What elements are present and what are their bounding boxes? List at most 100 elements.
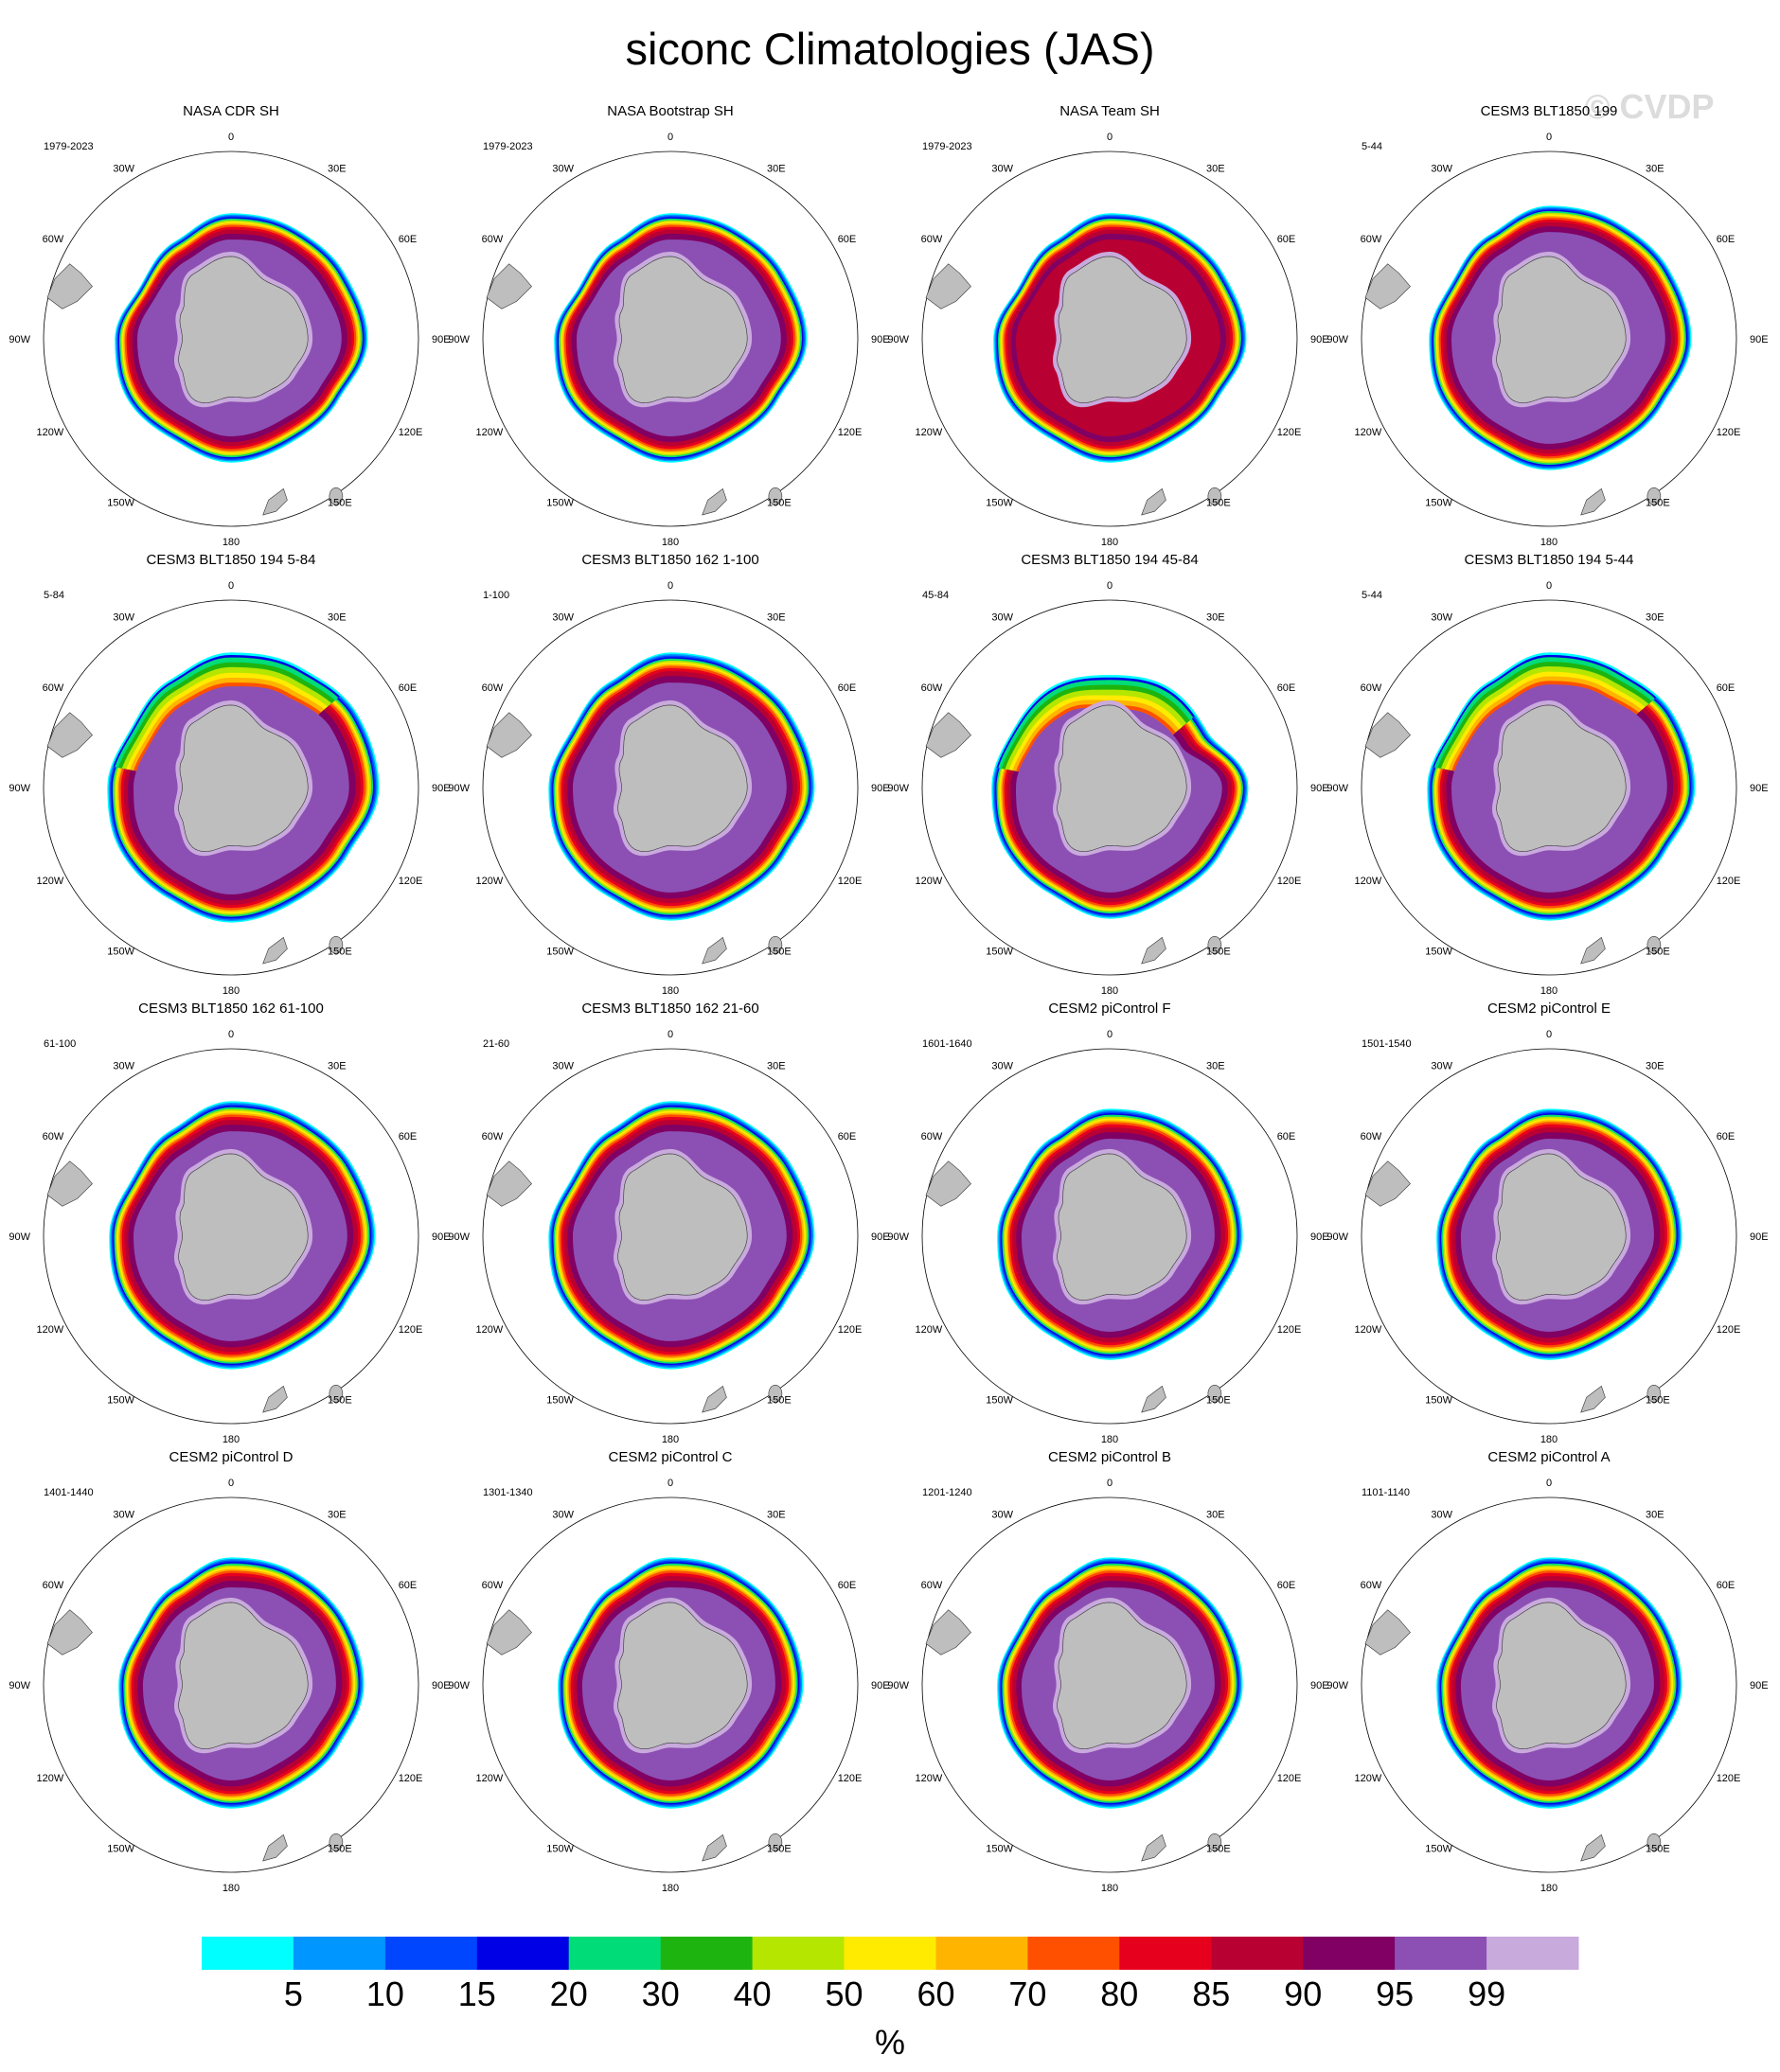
longitude-label: 0 [668,1029,673,1040]
year-range-label: 1979-2023 [483,141,533,152]
longitude-label: 30W [991,1509,1013,1520]
longitude-label: 180 [662,537,679,548]
longitude-label: 120E [1277,876,1302,887]
longitude-label: 30E [767,163,786,174]
longitude-label: 60E [838,1580,857,1591]
map-panel: 0 30E 60E 90E 120E 150E 180 150W 120W 90W 60W 30W NA… [448,103,889,548]
longitude-label: 180 [1101,985,1118,997]
longitude-label: 0 [668,580,673,592]
tasmania-landmass [1646,936,1662,954]
longitude-label: 90E [1750,1680,1769,1691]
panel-title: CESM3 BLT1850 162 61-100 [138,1001,324,1017]
longitude-label: 180 [662,1434,679,1445]
colorbar-tick-label: 40 [734,1975,772,2013]
longitude-label: 120E [838,1773,863,1784]
longitude-label: 60E [1277,1580,1296,1591]
longitude-label: 180 [1101,1883,1118,1894]
panel-title: NASA Bootstrap SH [607,103,733,119]
longitude-label: 30W [113,163,134,174]
longitude-label: 150W [986,1395,1013,1407]
longitude-label: 60E [1717,682,1736,694]
longitude-label: 90W [448,1231,470,1243]
colorbar-tick-label: 90 [1284,1975,1322,2013]
longitude-label: 30W [1431,611,1452,623]
colorbar-tick-label: 10 [366,1975,404,2013]
longitude-label: 120E [838,427,863,438]
new-zealand-landmass [262,1833,288,1862]
colorbar-tick-label: 50 [825,1975,863,2013]
longitude-label: 150E [1646,1844,1670,1855]
longitude-label: 30W [113,1060,134,1071]
longitude-label: 30W [552,611,574,623]
colorbar-tick-label: 5 [284,1975,303,2013]
longitude-label: 60W [43,234,64,245]
colorbar-swatch [202,1937,294,1970]
year-range-label: 1401-1440 [44,1487,94,1498]
longitude-label: 150W [546,498,574,509]
longitude-label: 180 [1540,537,1558,548]
longitude-label: 60W [1361,682,1382,694]
longitude-label: 60W [1361,1580,1382,1591]
longitude-label: 30W [552,1509,574,1520]
longitude-label: 150W [107,498,134,509]
panel-title: CESM3 BLT1850 194 45-84 [1021,552,1198,568]
tasmania-landmass [329,936,344,954]
longitude-label: 90W [1326,1231,1348,1243]
longitude-label: 0 [668,1478,673,1489]
longitude-label: 30E [328,611,347,623]
longitude-label: 120E [399,427,423,438]
south-america-landmass [925,712,971,758]
longitude-label: 30W [113,611,134,623]
antarctica-landmass [1496,1153,1627,1301]
longitude-label: 180 [222,1434,240,1445]
longitude-label: 120W [37,876,64,887]
colorbar-swatch [1395,1937,1487,1970]
colorbar-tick-label: 70 [1008,1975,1046,2013]
panel-title: CESM2 piControl E [1487,1001,1611,1017]
longitude-label: 30E [1646,1509,1664,1520]
new-zealand-landmass [1580,1385,1606,1413]
longitude-label: 150W [1425,1844,1452,1855]
tasmania-landmass [1646,487,1662,505]
longitude-label: 180 [1101,1434,1118,1445]
longitude-label: 0 [228,1029,234,1040]
longitude-label: 120W [476,1324,504,1336]
longitude-label: 90E [432,1680,451,1691]
longitude-label: 150W [1425,947,1452,958]
south-america-landmass [486,1160,532,1207]
tasmania-landmass [768,936,783,954]
panel-title: CESM3 BLT1850 162 21-60 [581,1001,758,1017]
panel-title: CESM2 piControl D [169,1449,294,1465]
map-panel: 0 30E 60E 90E 120E 150E 180 150W 120W 90W 60W 30W CE… [1326,552,1768,997]
south-america-landmass [486,263,532,310]
panel-title: CESM3 BLT1850 162 1-100 [581,552,758,568]
longitude-label: 120E [838,876,863,887]
longitude-label: 150E [1206,498,1231,509]
panel-title: NASA Team SH [1059,103,1160,119]
year-range-label: 5-44 [1362,141,1382,152]
longitude-label: 120W [37,1773,64,1784]
longitude-label: 120W [476,1773,504,1784]
longitude-label: 30W [1431,163,1452,174]
longitude-label: 150E [1206,1395,1231,1407]
longitude-label: 0 [228,1478,234,1489]
panel-title: CESM3 BLT1850 194 5-84 [147,552,316,568]
year-range-label: 5-84 [44,590,64,601]
longitude-label: 0 [1546,580,1552,592]
longitude-label: 120E [399,876,423,887]
new-zealand-landmass [262,1385,288,1413]
tasmania-landmass [1646,1833,1662,1851]
longitude-label: 60E [1717,1131,1736,1142]
year-range-label: 1979-2023 [922,141,972,152]
longitude-label: 60E [399,234,418,245]
colorbar-tick-label: 99 [1468,1975,1505,2013]
colorbar-unit-label: % [875,2023,905,2062]
longitude-label: 120W [916,1773,943,1784]
longitude-label: 120E [1277,427,1302,438]
longitude-label: 180 [1540,985,1558,997]
antarctica-landmass [617,1153,748,1301]
longitude-label: 120E [1717,1324,1741,1336]
longitude-label: 90E [432,334,451,345]
longitude-label: 150E [767,1395,792,1407]
colorbar-tick-label: 60 [917,1975,954,2013]
